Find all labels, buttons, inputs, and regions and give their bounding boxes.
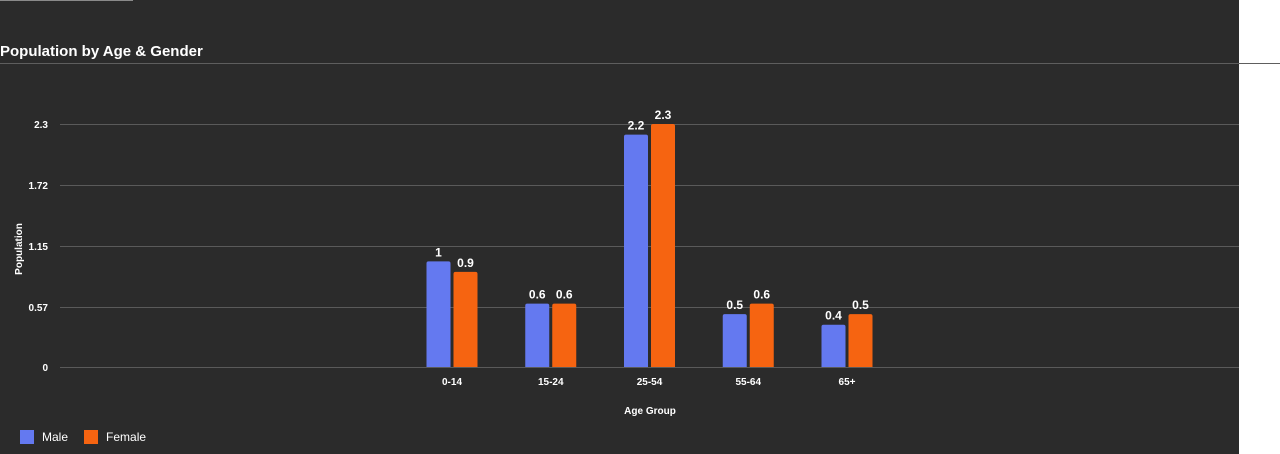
bar-female-15-24[interactable]: [552, 303, 577, 367]
legend-item-male[interactable]: Male: [20, 430, 68, 444]
data-label-male-65+: 0.4: [825, 309, 842, 323]
y-tick-label: 1.15: [29, 242, 49, 253]
data-label-female-15-24: 0.6: [556, 288, 573, 302]
bar-female-0-14[interactable]: [453, 271, 478, 367]
y-axis-title: Population: [14, 223, 25, 275]
chart-title: Population by Age & Gender: [0, 43, 203, 60]
data-label-male-15-24: 0.6: [529, 288, 546, 302]
data-label-female-55-64: 0.6: [753, 288, 770, 302]
bar-male-25-54[interactable]: [624, 134, 648, 367]
x-axis-title: Age Group: [624, 406, 676, 417]
gridlines: [60, 124, 1239, 368]
legend-label-male: Male: [42, 430, 69, 444]
bar-male-55-64[interactable]: [722, 314, 747, 367]
data-label-male-25-54: 2.2: [628, 119, 645, 133]
data-label-male-0-14: 1: [435, 245, 442, 259]
x-tick-label: 65+: [839, 377, 856, 388]
top-divider: [0, 0, 133, 1]
bar-female-25-54[interactable]: [651, 124, 675, 367]
chart-panel: [0, 0, 1239, 454]
data-label-female-25-54: 2.3: [655, 108, 672, 122]
data-label-female-0-14: 0.9: [457, 256, 474, 270]
bar-female-55-64[interactable]: [749, 303, 774, 367]
bar-male-15-24[interactable]: [525, 303, 550, 367]
legend: Male Female: [20, 430, 146, 444]
bars: [426, 124, 873, 367]
legend-swatch-male: [20, 430, 34, 444]
y-tick-label: 0.57: [29, 303, 49, 314]
x-tick-label: 15-24: [538, 377, 564, 388]
title-divider: [0, 63, 1280, 64]
bar-female-65+[interactable]: [848, 314, 873, 367]
x-axis-ticks: 0-14 15-24 25-54 55-64 65+: [442, 377, 856, 388]
legend-item-female[interactable]: Female: [84, 430, 146, 444]
legend-swatch-female: [84, 430, 99, 444]
x-tick-label: 0-14: [442, 377, 462, 388]
x-tick-label: 25-54: [637, 377, 663, 388]
y-axis-ticks: 0 0.57 1.15 1.72 2.3: [29, 120, 49, 374]
data-label-female-65+: 0.5: [852, 298, 869, 312]
y-tick-label: 1.72: [29, 181, 49, 192]
x-tick-label: 55-64: [735, 377, 761, 388]
y-tick-label: 0: [42, 363, 48, 374]
bar-male-0-14[interactable]: [426, 261, 451, 367]
bar-male-65+[interactable]: [821, 324, 846, 367]
legend-label-female: Female: [106, 430, 147, 444]
y-tick-label: 2.3: [34, 120, 48, 131]
bar-chart: 0 0.57 1.15 1.72 2.3 1 0.9 0.6 0.6 2.2 2.3 0.5 0.6 0…: [14, 108, 1239, 417]
data-labels: 1 0.9 0.6 0.6 2.2 2.3 0.5 0.6 0.4 0.5: [435, 108, 869, 323]
data-label-male-55-64: 0.5: [726, 298, 743, 312]
